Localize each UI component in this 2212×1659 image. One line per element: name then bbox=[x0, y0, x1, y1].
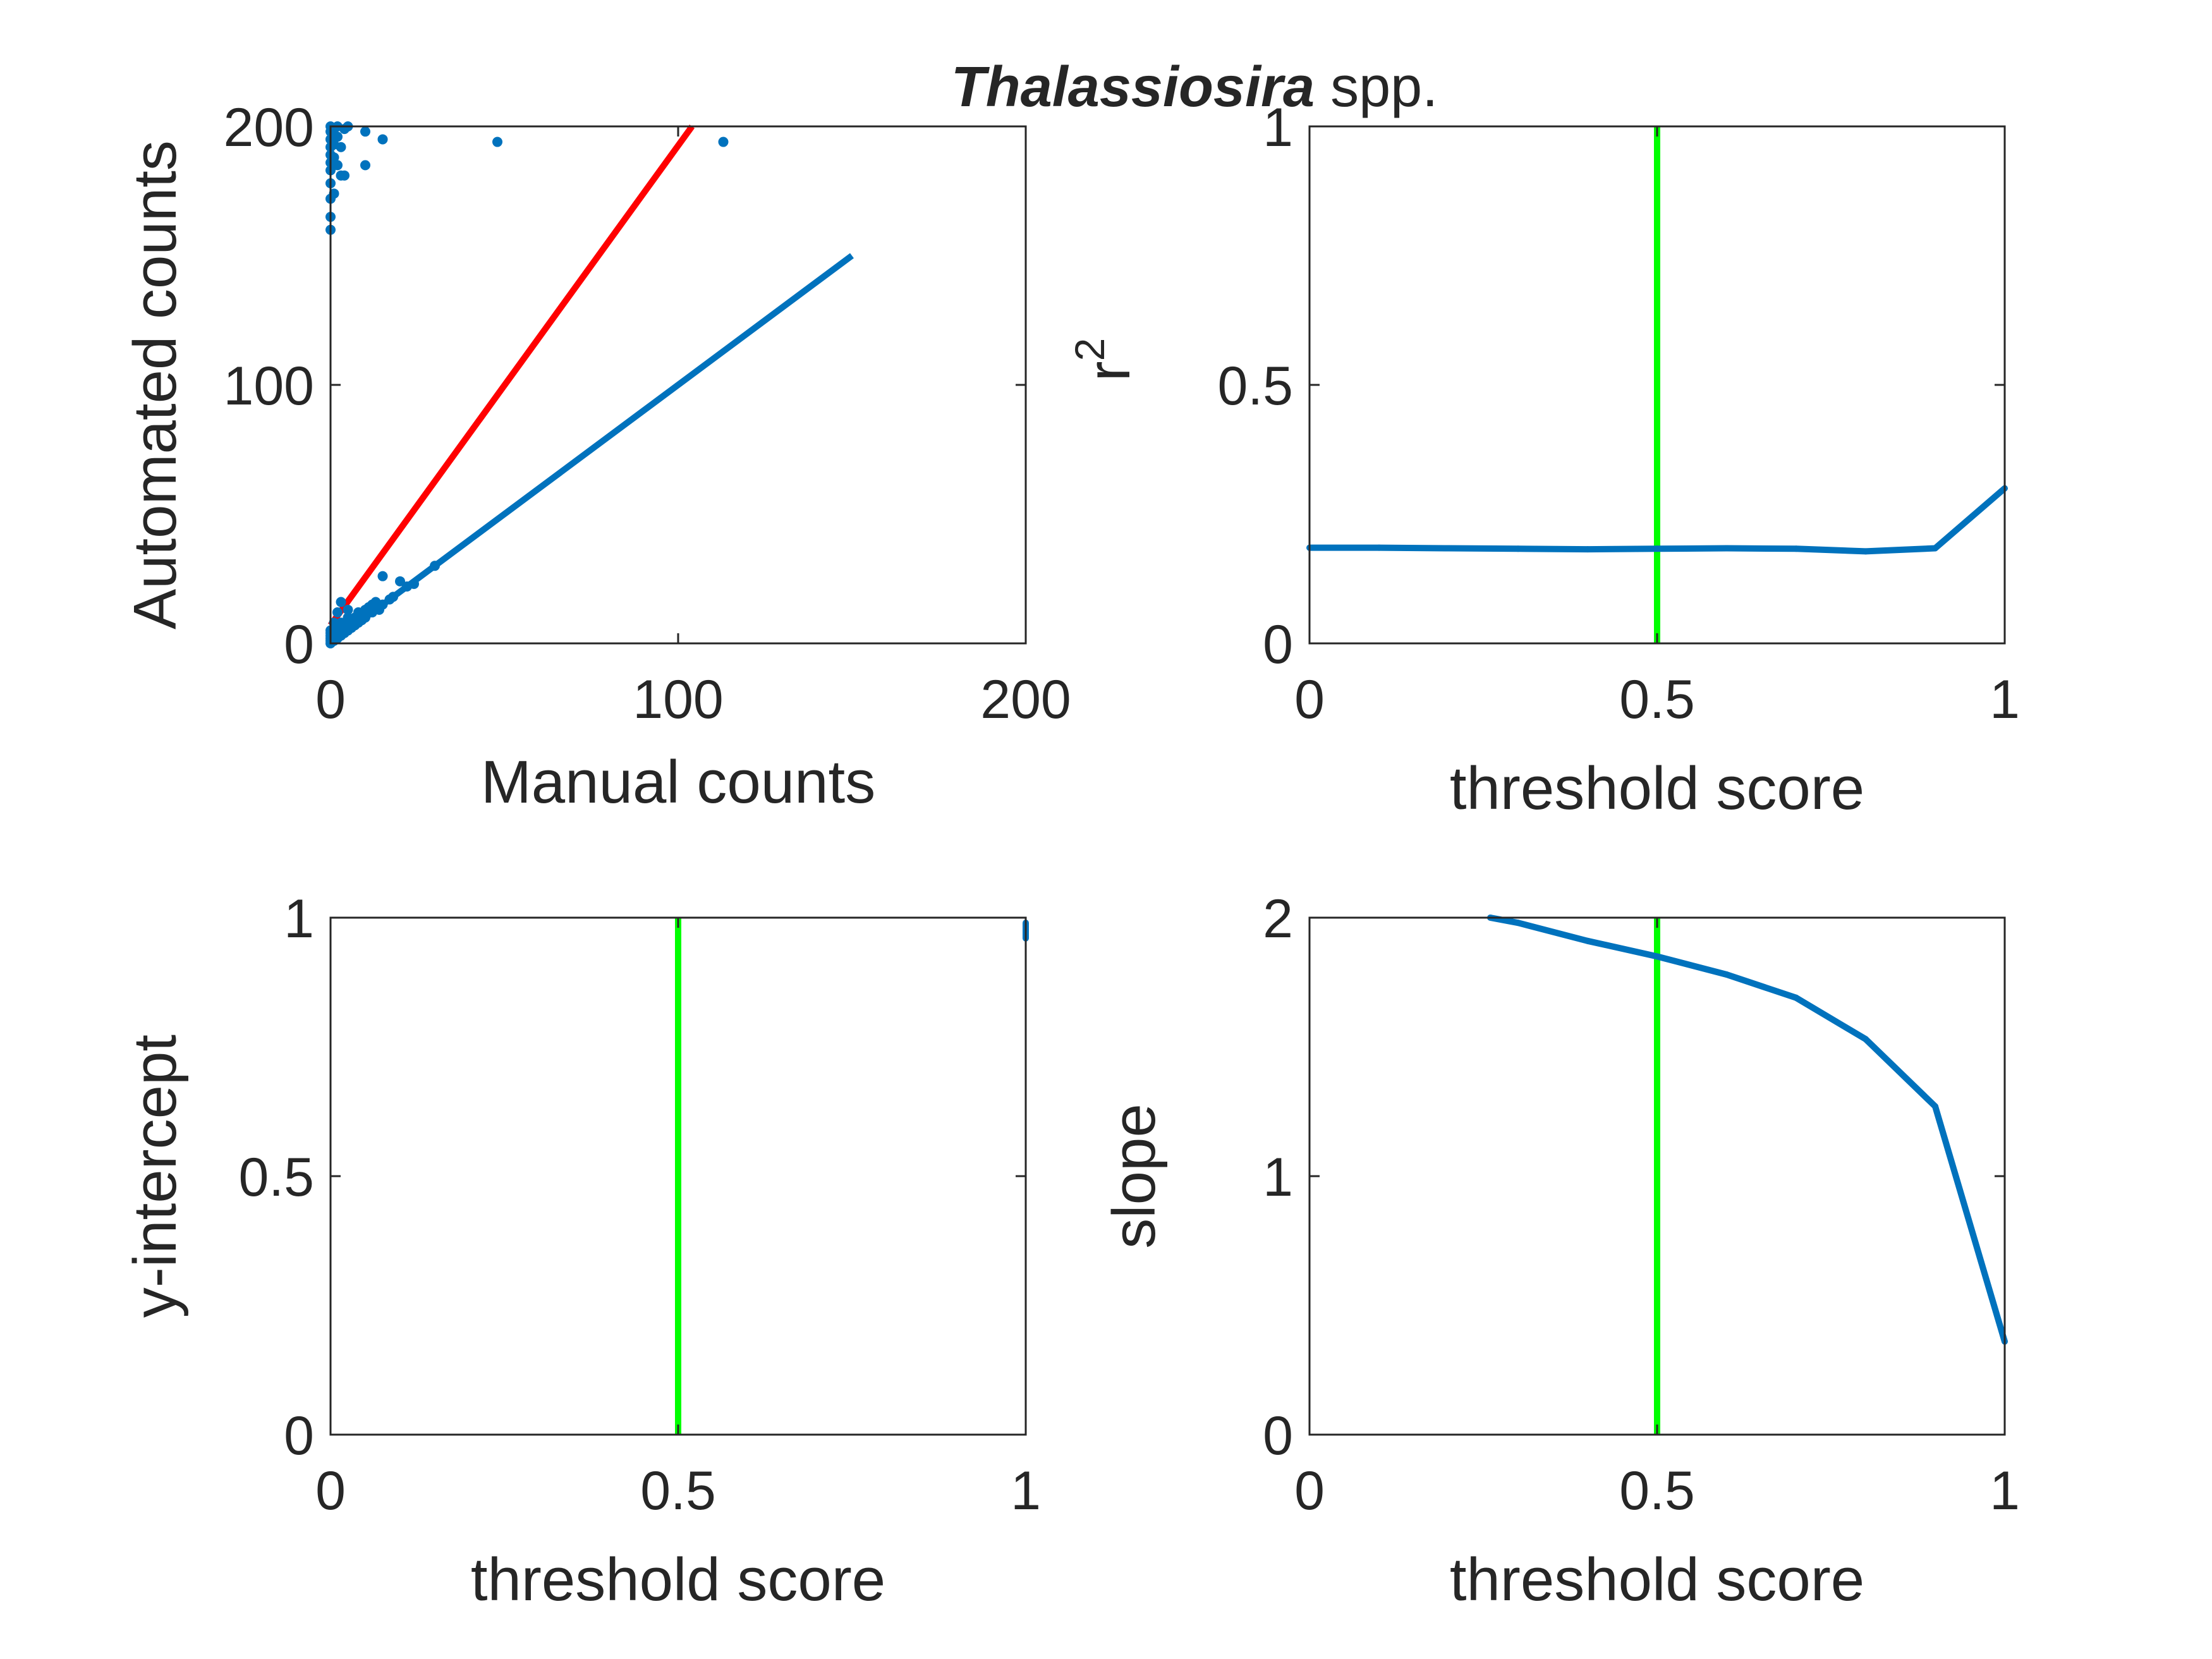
scatter-point bbox=[409, 578, 419, 589]
slope-plot-area bbox=[1487, 915, 2008, 1435]
scatter-fit-line bbox=[327, 125, 695, 628]
r2-plot-area bbox=[1306, 126, 2008, 643]
scatter-point bbox=[395, 576, 405, 586]
y-intercept-y-tick-label: 1 bbox=[284, 889, 314, 949]
y-intercept-x-tick-label: 0.5 bbox=[640, 1461, 716, 1521]
panel-slope: 0 0.5 1 0 1 2 threshold score slope bbox=[1100, 889, 2020, 1613]
scatter-one-to-one-line bbox=[329, 253, 854, 647]
scatter-y-tick-label: 0 bbox=[284, 614, 314, 675]
r2-y-tick-label: 0.5 bbox=[1217, 356, 1293, 416]
y-intercept-x-tick-label: 1 bbox=[1011, 1461, 1041, 1521]
r2-series-point bbox=[1515, 545, 1521, 552]
scatter-point bbox=[718, 137, 729, 147]
panel-scatter: 0 100 200 0 100 200 Manual counts Automated c… bbox=[121, 97, 1071, 816]
scatter-point bbox=[377, 571, 388, 581]
slope-series-point bbox=[1515, 920, 1521, 927]
scatter-point bbox=[343, 604, 353, 615]
scatter-ticks: 0 100 200 0 100 200 bbox=[224, 97, 1071, 730]
r2-series-point bbox=[1793, 545, 1799, 552]
slope-x-tick-label: 0.5 bbox=[1619, 1461, 1695, 1521]
scatter-x-tick-label: 0 bbox=[315, 669, 346, 730]
slope-y-axis-label: slope bbox=[1100, 1103, 1168, 1249]
slope-series-point bbox=[1793, 994, 1799, 1001]
scatter-point bbox=[332, 131, 343, 142]
figure-title-plain: spp. bbox=[1315, 56, 1438, 119]
scatter-point bbox=[388, 592, 398, 602]
scatter-point bbox=[332, 607, 343, 617]
r2-series-point bbox=[1863, 548, 1869, 555]
slope-y-tick-label: 2 bbox=[1263, 889, 1293, 949]
scatter-x-axis-label: Manual counts bbox=[481, 748, 875, 816]
scatter-x-tick-label: 100 bbox=[633, 669, 724, 730]
r2-y-tick-label: 1 bbox=[1263, 97, 1293, 158]
scatter-point bbox=[360, 612, 370, 623]
r2-series-point bbox=[1723, 545, 1730, 552]
y-intercept-y-axis-label: y-intercept bbox=[121, 1035, 189, 1318]
slope-series-point bbox=[1863, 1036, 1869, 1043]
figure-title-italic: Thalassiosira bbox=[951, 56, 1315, 119]
slope-series-point bbox=[1932, 1103, 1938, 1110]
scatter-point bbox=[360, 126, 370, 137]
slope-x-tick-label: 1 bbox=[1990, 1461, 2020, 1521]
r2-y-axis-label-superscript: 2 bbox=[1066, 338, 1113, 362]
r2-x-tick-label: 1 bbox=[1990, 669, 2020, 730]
r2-series-point bbox=[1445, 545, 1452, 552]
panel-r2: 0 0.5 1 0 0.5 1 threshold score r2 bbox=[1066, 97, 2020, 822]
scatter-y-axis-label: Automated counts bbox=[121, 140, 189, 629]
r2-x-axis-label: threshold score bbox=[1450, 755, 1864, 822]
scatter-x-tick-label: 200 bbox=[980, 669, 1071, 730]
scatter-point bbox=[332, 160, 343, 171]
scatter-point bbox=[492, 137, 502, 147]
slope-x-tick-label: 0 bbox=[1294, 1461, 1325, 1521]
r2-series-point bbox=[1584, 546, 1591, 553]
scatter-point bbox=[339, 170, 349, 181]
r2-x-tick-label: 0 bbox=[1294, 669, 1325, 730]
slope-y-tick-label: 0 bbox=[1263, 1406, 1293, 1466]
slope-ticks: 0 0.5 1 0 1 2 bbox=[1263, 889, 2020, 1521]
y-intercept-x-tick-label: 0 bbox=[315, 1461, 346, 1521]
r2-x-tick-label: 0.5 bbox=[1619, 669, 1695, 730]
r2-y-axis-label-base: r bbox=[1075, 361, 1143, 381]
scatter-point bbox=[360, 160, 370, 171]
scatter-point bbox=[377, 599, 388, 610]
scatter-point bbox=[377, 134, 388, 145]
y-intercept-ticks: 0 0.5 1 0 0.5 1 bbox=[238, 889, 1040, 1521]
panel-y-intercept: 0 0.5 1 0 0.5 1 threshold score y-intercept bbox=[121, 889, 1041, 1613]
r2-series-point bbox=[1654, 545, 1660, 552]
scatter-point bbox=[430, 561, 440, 571]
r2-y-axis-label: r2 bbox=[1066, 338, 1143, 382]
slope-series-point bbox=[1723, 971, 1730, 978]
y-intercept-y-tick-label: 0.5 bbox=[238, 1147, 314, 1208]
slope-x-axis-label: threshold score bbox=[1450, 1546, 1864, 1613]
y-intercept-x-axis-label: threshold score bbox=[471, 1546, 885, 1613]
slope-series-point bbox=[1584, 937, 1591, 944]
scatter-point bbox=[336, 142, 346, 152]
slope-y-tick-label: 1 bbox=[1263, 1147, 1293, 1208]
scatter-y-tick-label: 200 bbox=[224, 97, 315, 158]
r2-series-point bbox=[1376, 544, 1382, 551]
scatter-y-tick-label: 100 bbox=[224, 356, 315, 416]
scatter-point bbox=[336, 597, 346, 607]
slope-series-point bbox=[1654, 953, 1660, 960]
r2-series-point bbox=[1932, 545, 1938, 552]
y-intercept-y-tick-label: 0 bbox=[284, 1406, 314, 1466]
r2-ticks: 0 0.5 1 0 0.5 1 bbox=[1217, 97, 2019, 730]
figure-title: Thalassiosira spp. bbox=[951, 56, 1438, 119]
r2-y-tick-label: 0 bbox=[1263, 614, 1293, 675]
